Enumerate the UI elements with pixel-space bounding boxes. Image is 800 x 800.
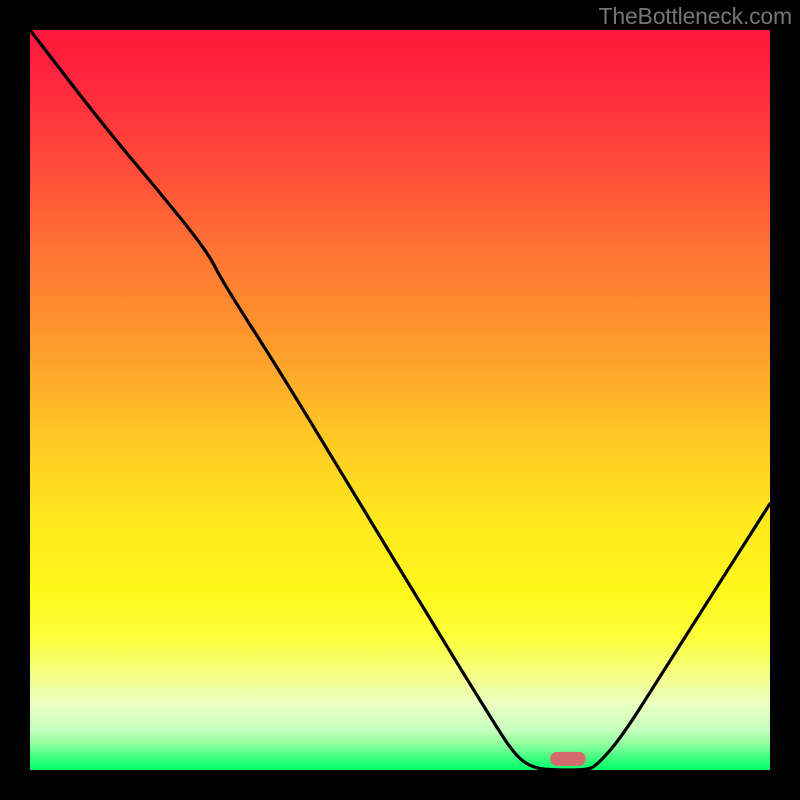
optimal-marker [550,752,586,766]
plot-background-gradient [30,30,770,770]
bottleneck-chart: TheBottleneck.com [0,0,800,800]
watermark-text: TheBottleneck.com [599,3,792,30]
chart-svg [0,0,800,800]
